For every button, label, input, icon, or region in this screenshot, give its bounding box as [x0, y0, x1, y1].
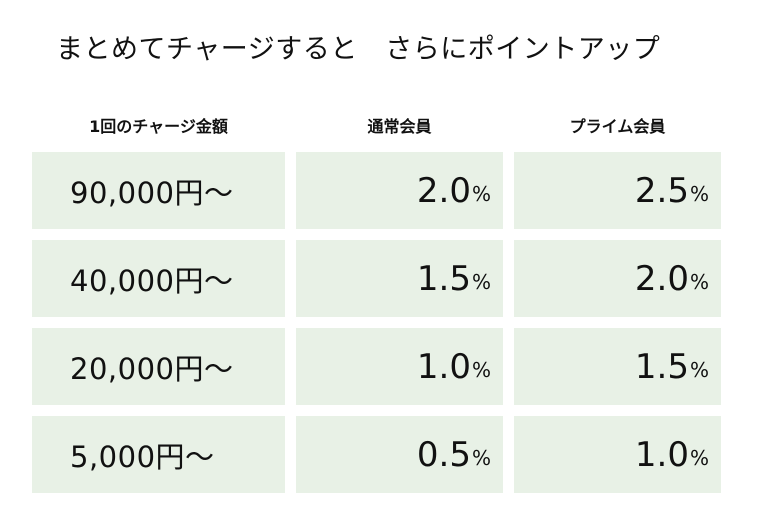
charge-amount-cell: 40,000円〜 [32, 240, 285, 317]
table-row: 5,000円〜 0.5% 1.0% [0, 416, 760, 493]
normal-rate-cell: 2.0% [296, 152, 503, 229]
prime-rate-value: 1.0 [634, 434, 689, 475]
header-prime-member: プライム会員 [569, 117, 666, 136]
charge-amount-cell: 5,000円〜 [32, 416, 285, 493]
prime-rate-cell: 2.5% [514, 152, 721, 229]
normal-rate-value: 0.5 [416, 434, 471, 475]
header-charge-amount: 1回のチャージ金額 [89, 117, 228, 136]
header-normal-member: 通常会員 [367, 117, 432, 136]
percent-sign: % [471, 358, 491, 382]
percent-sign: % [689, 182, 709, 206]
charge-amount-value: 40,000円〜 [70, 263, 234, 298]
prime-rate-value: 1.5 [634, 346, 689, 387]
charge-amount-cell: 20,000円〜 [32, 328, 285, 405]
charge-amount-value: 90,000円〜 [70, 175, 234, 210]
prime-rate-cell: 1.5% [514, 328, 721, 405]
charge-amount-value: 20,000円〜 [70, 351, 234, 386]
rate-table: 90,000円〜 2.0% 2.5% 40,000円〜 1.5% 2.0% 20… [0, 152, 760, 504]
charge-amount-value: 5,000円〜 [70, 439, 215, 474]
normal-rate-cell: 0.5% [296, 416, 503, 493]
percent-sign: % [471, 270, 491, 294]
percent-sign: % [471, 182, 491, 206]
percent-sign: % [689, 358, 709, 382]
table-header: 1回のチャージ金額 通常会員 プライム会員 [0, 112, 760, 142]
table-row: 90,000円〜 2.0% 2.5% [0, 152, 760, 229]
normal-rate-value: 2.0 [416, 170, 471, 211]
normal-rate-cell: 1.0% [296, 328, 503, 405]
prime-rate-cell: 1.0% [514, 416, 721, 493]
table-row: 20,000円〜 1.0% 1.5% [0, 328, 760, 405]
prime-rate-value: 2.5 [634, 170, 689, 211]
normal-rate-value: 1.5 [416, 258, 471, 299]
page-title: まとめてチャージすると さらにポイントアップ [56, 34, 661, 65]
normal-rate-value: 1.0 [416, 346, 471, 387]
prime-rate-value: 2.0 [634, 258, 689, 299]
percent-sign: % [689, 446, 709, 470]
normal-rate-cell: 1.5% [296, 240, 503, 317]
prime-rate-cell: 2.0% [514, 240, 721, 317]
percent-sign: % [689, 270, 709, 294]
percent-sign: % [471, 446, 491, 470]
table-row: 40,000円〜 1.5% 2.0% [0, 240, 760, 317]
charge-amount-cell: 90,000円〜 [32, 152, 285, 229]
